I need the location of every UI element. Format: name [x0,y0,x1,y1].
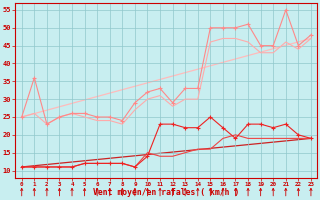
X-axis label: Vent moyen/en rafales ( km/h ): Vent moyen/en rafales ( km/h ) [93,188,239,197]
